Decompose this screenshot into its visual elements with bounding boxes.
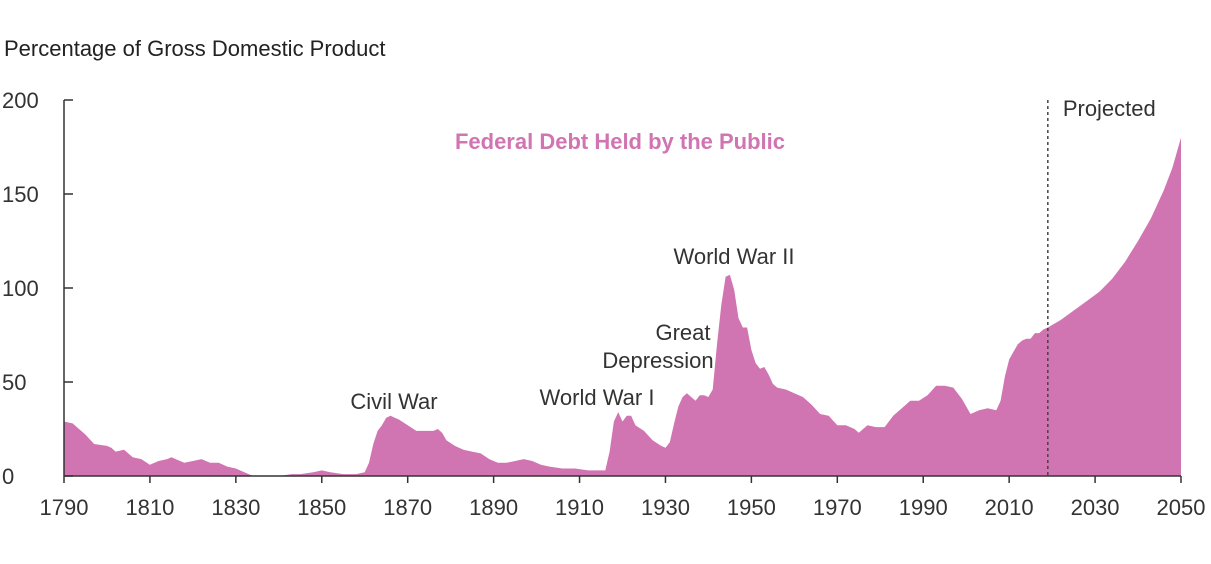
x-tick-label: 1870 (383, 495, 432, 520)
projection-label: Projected (1063, 96, 1156, 121)
x-tick-label: 2010 (985, 495, 1034, 520)
x-tick-label: 1930 (641, 495, 690, 520)
series-label: Federal Debt Held by the Public (455, 129, 785, 154)
area-layer (64, 137, 1181, 476)
y-tick-label: 100 (2, 276, 39, 301)
annotation-label: World War II (673, 244, 794, 269)
annotation-label: Depression (602, 348, 713, 373)
x-tick-label: 2050 (1157, 495, 1206, 520)
x-tick-label: 1910 (555, 495, 604, 520)
axis-layer: 0 50 100 150 200 1790 1810 1830 1850 1870 1890 1910… (2, 88, 1205, 520)
x-tick-label: 1790 (40, 495, 89, 520)
y-tick-label: 0 (2, 464, 14, 489)
annotation-label: Civil War (350, 389, 437, 414)
x-tick-label: 1890 (469, 495, 518, 520)
x-tick-label: 1850 (297, 495, 346, 520)
annotation-label: World War I (540, 385, 655, 410)
y-axis-title: Percentage of Gross Domestic Product (4, 36, 386, 61)
x-tick-label: 1830 (211, 495, 260, 520)
x-tick-label: 1950 (727, 495, 776, 520)
y-tick-label: 150 (2, 182, 39, 207)
x-tick-label: 1970 (813, 495, 862, 520)
y-tick-label: 200 (2, 88, 39, 113)
x-tick-label: 1810 (125, 495, 174, 520)
debt-area (64, 137, 1181, 476)
y-tick-label: 50 (2, 370, 26, 395)
x-tick-label: 2030 (1071, 495, 1120, 520)
annotation-layer: Projected Federal Debt Held by the Public… (350, 96, 1155, 414)
x-tick-label: 1990 (899, 495, 948, 520)
annotation-label: Great (655, 320, 710, 345)
